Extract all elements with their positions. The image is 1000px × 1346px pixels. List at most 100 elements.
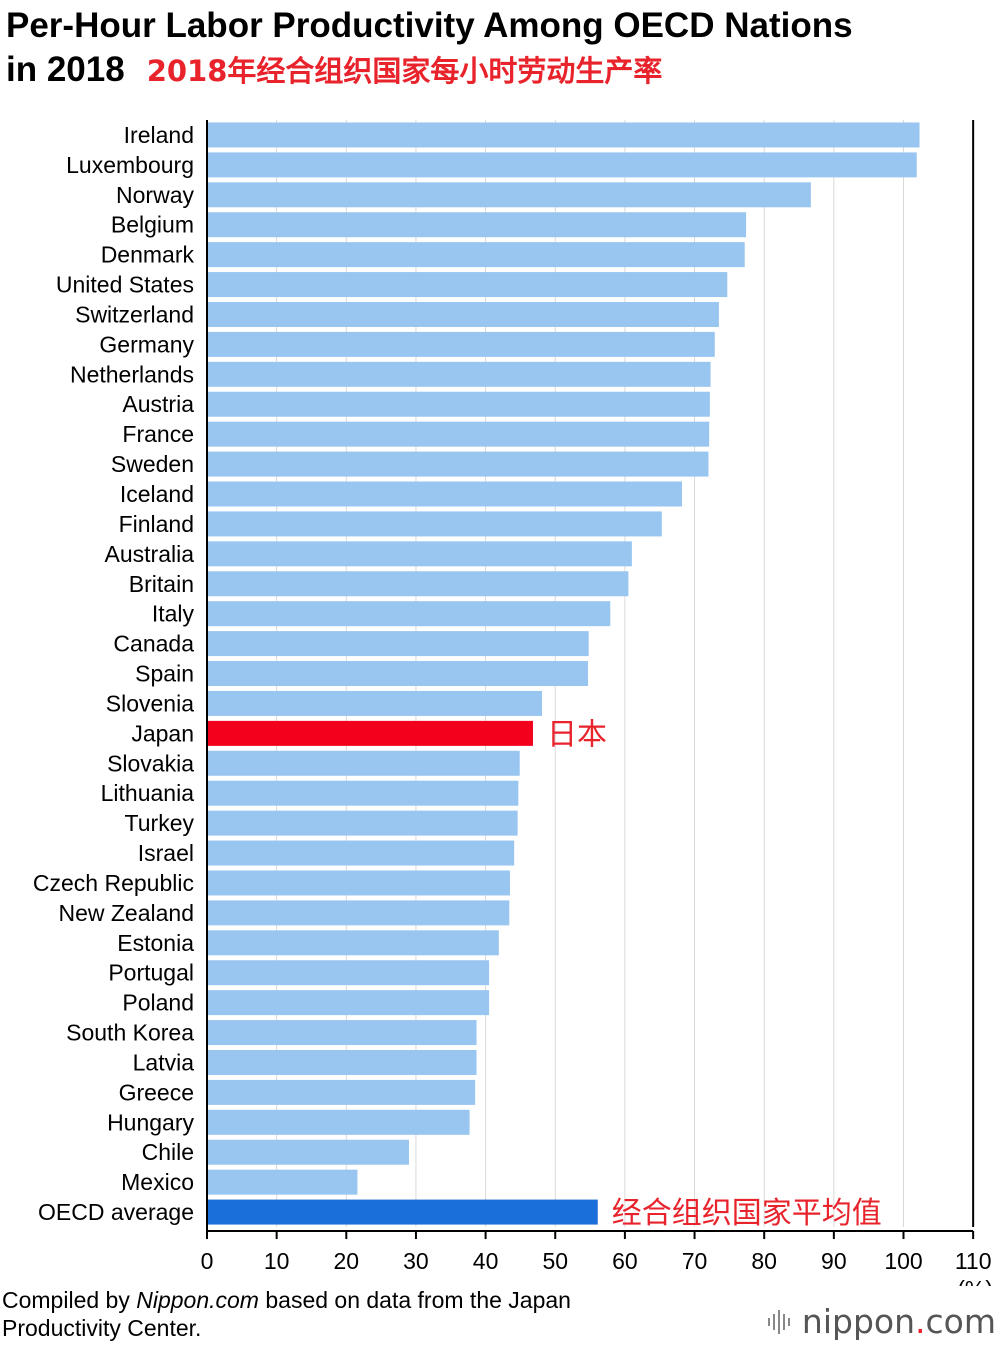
- category-label: Chile: [142, 1139, 194, 1165]
- bar: [207, 212, 747, 238]
- category-label: Britain: [129, 571, 194, 597]
- category-label: Latvia: [133, 1049, 195, 1075]
- tick-label: 20: [334, 1248, 360, 1274]
- tick-label: 0: [201, 1248, 214, 1274]
- bar: [207, 601, 611, 627]
- category-label: United States: [56, 272, 194, 298]
- category-label: Israel: [138, 840, 194, 866]
- chart-title: Per-Hour Labor Productivity Among OECD N…: [6, 4, 996, 93]
- bar-chart: Ireland Luxembourg Norway Belgium Denmark Uni…: [33, 120, 993, 1286]
- bar: [207, 481, 683, 507]
- category-label: Mexico: [121, 1169, 194, 1195]
- bar: [207, 182, 811, 208]
- category-label: Lithuania: [101, 780, 195, 806]
- bar: [207, 810, 518, 836]
- category-label: Norway: [116, 182, 194, 208]
- bar: [207, 1109, 470, 1135]
- bar-annotation: 经合组织国家平均值: [612, 1196, 882, 1231]
- tick-label: 70: [682, 1248, 708, 1274]
- bar: [207, 900, 510, 926]
- bar: [207, 750, 520, 776]
- bar: [207, 1139, 409, 1165]
- tick-label: 10: [264, 1248, 290, 1274]
- bar: [207, 960, 490, 986]
- category-label: Czech Republic: [33, 870, 194, 896]
- bar: [207, 780, 519, 806]
- bar: [207, 571, 629, 597]
- bar: [207, 870, 510, 896]
- tick-label: 90: [821, 1248, 847, 1274]
- bar: [207, 840, 515, 866]
- bar: [207, 242, 745, 268]
- source-note: Compiled by Nippon.com based on data fro…: [2, 1286, 571, 1342]
- bar: [207, 451, 709, 477]
- bar: [207, 1169, 358, 1195]
- category-label: Germany: [99, 331, 194, 357]
- bar: [207, 122, 920, 148]
- category-label: France: [122, 421, 194, 447]
- category-label: South Korea: [66, 1020, 194, 1046]
- nippon-logo: nippon. com: [767, 1302, 996, 1341]
- category-label: Luxembourg: [66, 152, 194, 178]
- category-label: New Zealand: [58, 900, 194, 926]
- category-label: Belgium: [111, 212, 194, 238]
- category-label: Switzerland: [75, 301, 194, 327]
- source-suffix: based on data from the Japan: [258, 1287, 571, 1313]
- tick-label: 110: [955, 1248, 992, 1274]
- category-label: Slovenia: [106, 690, 194, 716]
- category-label: Iceland: [120, 481, 194, 507]
- category-label: Australia: [105, 541, 195, 567]
- category-label: Finland: [119, 511, 194, 537]
- category-label: OECD average: [38, 1199, 194, 1225]
- title-line2: in 2018: [6, 50, 125, 89]
- bar: [207, 511, 662, 537]
- logo-dot: .: [915, 1302, 926, 1341]
- category-label: Estonia: [117, 930, 194, 956]
- tick-label: 60: [612, 1248, 638, 1274]
- category-label: Portugal: [108, 960, 194, 986]
- bar: [207, 152, 917, 178]
- source-prefix: Compiled by: [2, 1287, 137, 1313]
- category-label: Greece: [119, 1079, 194, 1105]
- bar: [207, 361, 711, 387]
- unit-label: (%): [957, 1276, 993, 1286]
- bar: [207, 421, 710, 447]
- source-line2: Productivity Center.: [2, 1315, 202, 1341]
- category-label: Denmark: [101, 242, 195, 268]
- category-label: Hungary: [107, 1109, 194, 1135]
- bar: [207, 720, 533, 746]
- bar: [207, 541, 632, 567]
- title-line1: Per-Hour Labor Productivity Among OECD N…: [6, 6, 853, 45]
- bar: [207, 990, 490, 1016]
- bar: [207, 690, 543, 716]
- tick-label: 80: [751, 1248, 777, 1274]
- logo-name: nippon: [801, 1302, 916, 1341]
- category-label: Netherlands: [70, 361, 194, 387]
- logo-mark-icon: [767, 1309, 790, 1334]
- category-label: Sweden: [111, 451, 194, 477]
- bar: [207, 1079, 476, 1105]
- category-label: Ireland: [124, 122, 194, 148]
- category-label: Canada: [113, 631, 194, 657]
- source-name: Nippon.com: [136, 1287, 259, 1313]
- bar: [207, 331, 715, 357]
- bar: [207, 272, 728, 298]
- title-chinese: 2018年经合组织国家每小时劳动生产率: [146, 54, 663, 88]
- category-label: Austria: [122, 391, 194, 417]
- bar: [207, 661, 588, 687]
- bar: [207, 391, 710, 417]
- bar: [207, 631, 589, 657]
- bar: [207, 1020, 477, 1046]
- bar: [207, 1049, 477, 1075]
- tick-label: 50: [542, 1248, 568, 1274]
- bar: [207, 930, 499, 956]
- category-label: Japan: [131, 720, 194, 746]
- tick-label: 30: [403, 1248, 429, 1274]
- tick-label: 40: [473, 1248, 499, 1274]
- bar-annotation: 日本: [547, 717, 607, 752]
- bar: [207, 301, 719, 327]
- category-label: Poland: [122, 990, 194, 1016]
- category-label: Turkey: [125, 810, 195, 836]
- bar: [207, 1199, 598, 1225]
- category-label: Italy: [152, 601, 195, 627]
